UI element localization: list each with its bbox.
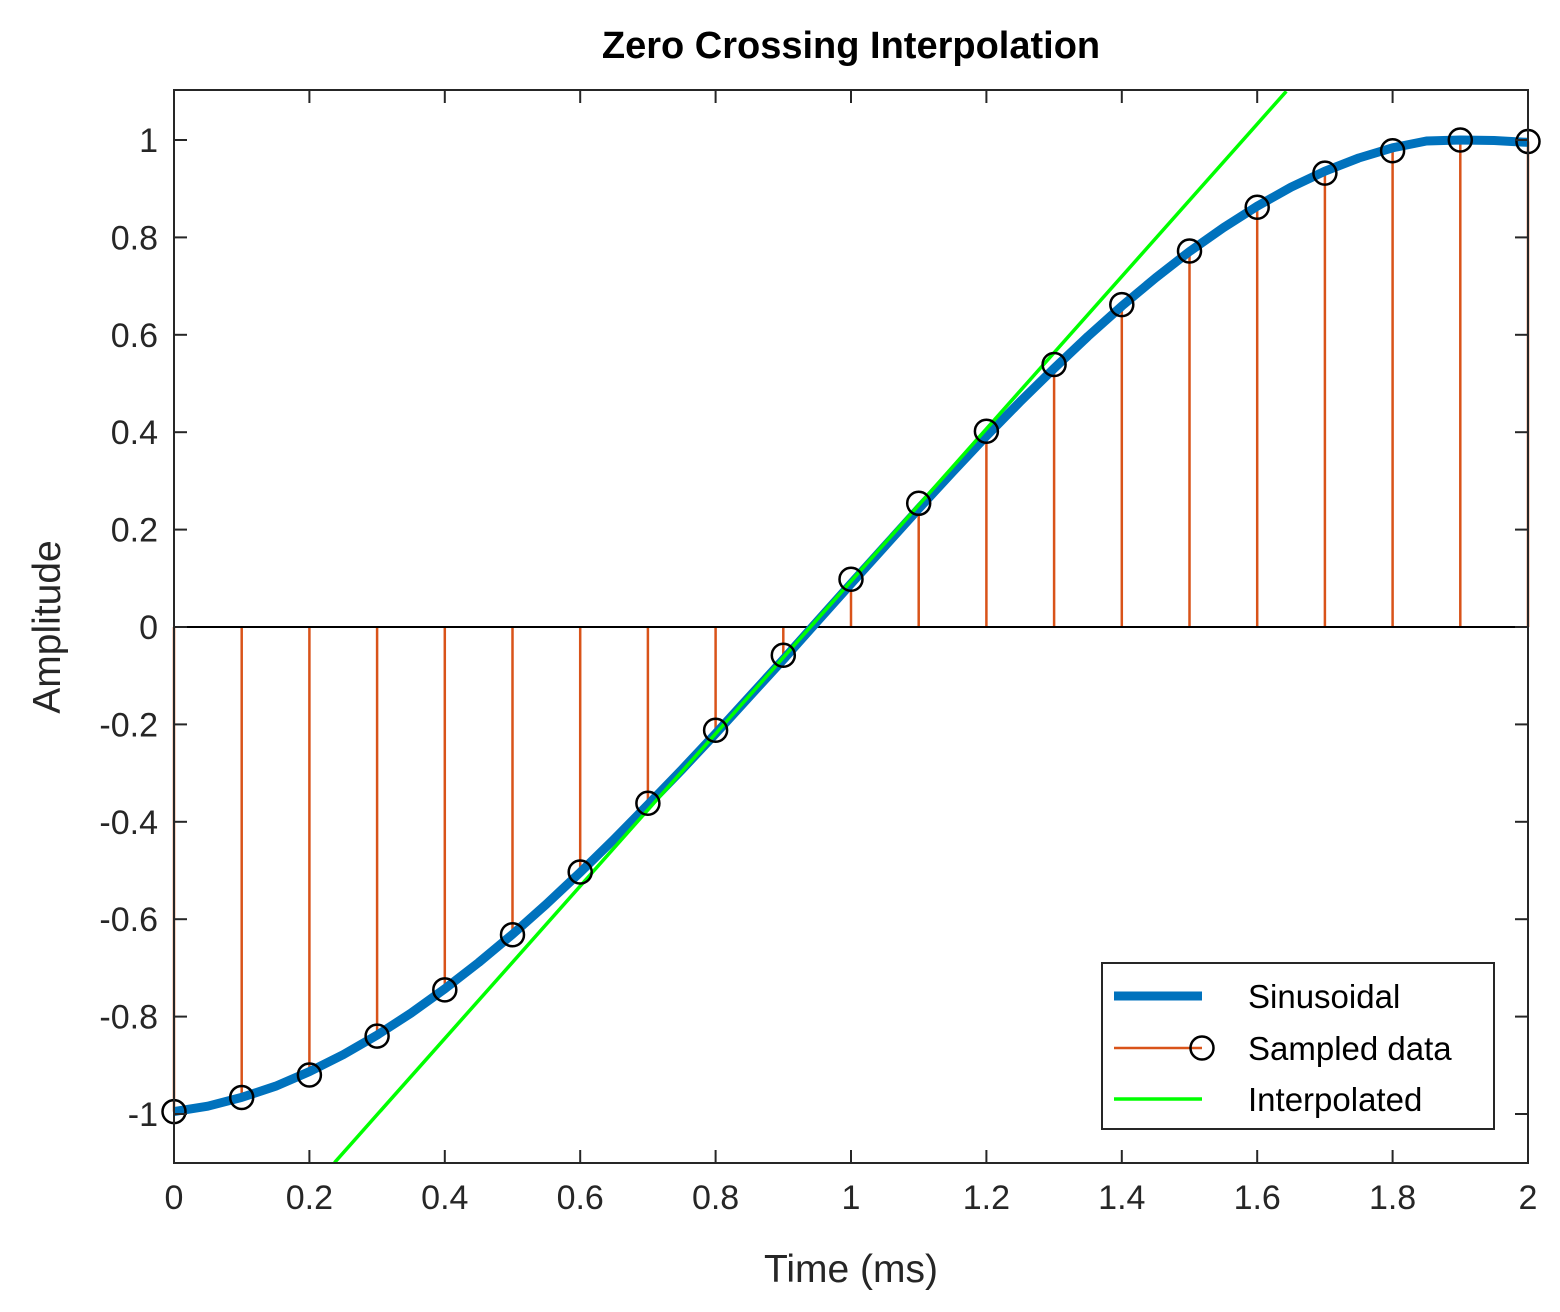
sample-marker <box>432 977 458 1003</box>
sample-marker <box>1447 127 1474 153</box>
y-tick-label: -0.2 <box>99 706 158 744</box>
x-axis-label: Time (ms) <box>764 1248 938 1291</box>
sample-marker <box>635 790 661 817</box>
x-tick-label: 0.4 <box>421 1179 468 1217</box>
sample-marker <box>1379 137 1406 164</box>
legend-marker-sampled <box>1189 1035 1215 1061</box>
y-tick-label: 0.6 <box>111 317 158 355</box>
y-tick-label: -0.6 <box>99 901 158 939</box>
y-axis-label: Amplitude <box>26 540 69 713</box>
x-tick-label: 0.8 <box>692 1179 739 1217</box>
x-tick-label: 1.6 <box>1234 1179 1281 1217</box>
sample-marker <box>1176 238 1203 264</box>
sample-marker <box>905 490 932 517</box>
sample-marker <box>770 642 797 668</box>
x-tick-label: 0.6 <box>557 1179 604 1217</box>
interpolated-series-line <box>333 90 1288 1163</box>
y-tick-label: 0.2 <box>111 512 158 550</box>
sample-marker <box>1244 194 1270 220</box>
sample-marker <box>364 1023 390 1049</box>
y-tick-label: 0.4 <box>111 414 158 452</box>
x-tick-label: 2 <box>1519 1179 1538 1217</box>
sample-marker <box>973 418 1000 444</box>
chart-title: Zero Crossing Interpolation <box>602 25 1100 67</box>
sample-marker <box>702 717 729 743</box>
x-tick-label: 1 <box>842 1179 861 1217</box>
legend-label-sampled: Sampled data <box>1248 1030 1452 1067</box>
y-tick-label: -1 <box>128 1096 158 1134</box>
sample-marker <box>499 922 526 948</box>
y-tick-label: 0 <box>139 609 158 647</box>
x-tick-label: 1.8 <box>1369 1179 1416 1217</box>
x-tick-label: 0.2 <box>286 1179 333 1217</box>
sample-marker <box>1312 160 1338 186</box>
legend-label-interpolated: Interpolated <box>1248 1081 1422 1118</box>
sample-marker <box>838 566 864 593</box>
y-tick-label: 0.8 <box>111 219 158 257</box>
y-tick-label: -0.4 <box>99 804 158 842</box>
legend <box>1101 962 1495 1130</box>
sample-marker <box>296 1062 323 1088</box>
x-tick-label: 1.2 <box>963 1179 1010 1217</box>
sample-marker <box>228 1084 255 1111</box>
x-tick-label: 1.4 <box>1098 1179 1145 1217</box>
y-tick-label: -0.8 <box>99 999 158 1037</box>
sample-marker <box>1109 291 1135 318</box>
y-tick-label: 1 <box>139 122 158 160</box>
sample-marker <box>1041 351 1067 378</box>
x-tick-label: 0 <box>165 1179 184 1217</box>
sample-marker <box>567 859 593 885</box>
legend-label-sinusoidal: Sinusoidal <box>1248 978 1400 1015</box>
